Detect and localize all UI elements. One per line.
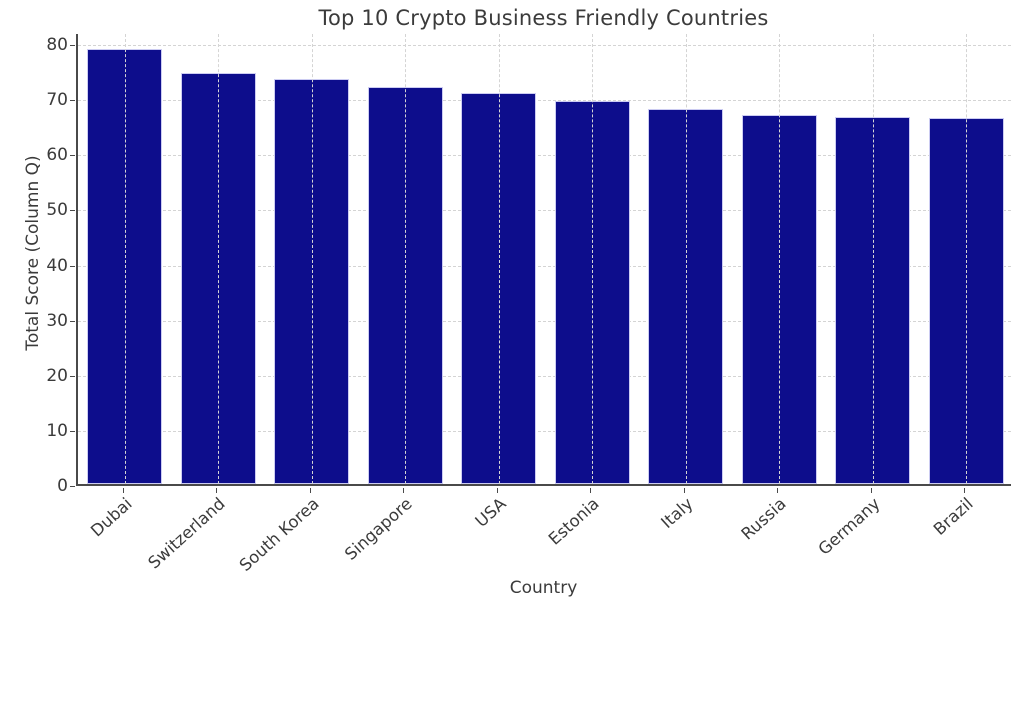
x-axis-tick-mark [403,488,405,493]
y-axis-tick-label: 70 [46,90,68,111]
y-axis-tick-mark [70,486,75,487]
y-axis-tick-mark [70,265,75,267]
y-axis-tick-label: 40 [46,255,68,276]
y-axis-tick-mark [70,45,75,47]
bar [461,92,537,484]
bar [554,100,630,484]
x-axis-tick-mark [309,488,311,493]
plot-area [76,34,1011,486]
y-axis-tick-label: 30 [46,310,68,331]
y-axis-tick-mark [70,210,75,212]
x-axis-tick-labels: Dubai Switzerland South Korea Singapore USA E… [76,494,1011,575]
gridline-horizontal [78,45,1011,47]
bar [274,79,350,484]
y-axis-label: Total Score (Column Q) [23,155,43,351]
bar [367,87,443,484]
x-axis-tick-mark [216,488,218,493]
bar [835,117,911,484]
y-axis-tick-mark [70,100,75,102]
y-axis-tick-label: 50 [46,200,68,221]
chart-figure: Top 10 Crypto Business Friendly Countrie… [0,6,1011,598]
y-axis-tick-label: 60 [46,145,68,166]
bar [87,48,163,484]
bar [741,114,817,484]
bar [648,109,724,484]
bar [180,73,256,484]
y-axis-tick-mark [70,155,75,157]
y-axis-tick-label: 10 [46,420,68,441]
y-axis-tick-labels: 0 10 20 30 40 50 60 70 80 [0,34,68,496]
x-axis-label: Country [509,578,578,598]
x-axis-tick-mark [683,488,685,493]
y-axis-tick-mark [70,430,75,432]
plot-inner [78,34,1011,484]
y-axis-tick-marks [70,34,76,487]
y-axis-tick-mark [70,375,75,377]
y-axis-tick-label: 0 [57,476,68,496]
x-axis-tick-mark [964,488,966,493]
y-axis-tick-mark [70,320,75,322]
x-axis-tick-mark [496,488,498,493]
y-axis-tick-label: 80 [46,35,68,56]
x-axis-tick-mark [777,488,779,493]
x-axis-tick-mark [590,488,592,493]
x-axis-tick-mark [122,488,124,493]
chart-title: Top 10 Crypto Business Friendly Countrie… [318,6,769,30]
x-axis-tick-mark [870,488,872,493]
y-axis-tick-label: 20 [46,365,68,386]
bar [928,118,1004,484]
x-axis-tick-marks [76,488,1011,494]
